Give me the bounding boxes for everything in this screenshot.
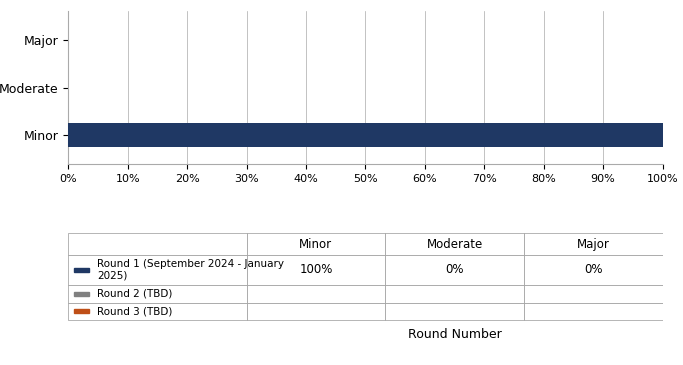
FancyBboxPatch shape (68, 233, 247, 255)
Text: 100%: 100% (299, 264, 333, 276)
FancyBboxPatch shape (68, 285, 247, 303)
FancyBboxPatch shape (247, 255, 385, 285)
FancyBboxPatch shape (247, 303, 385, 320)
Text: Moderate: Moderate (426, 238, 483, 251)
Title: Endovascular Cardiac Valve Replacement and
Supplement Procedure
(DRG 266 & 267): Endovascular Cardiac Valve Replacement a… (152, 0, 579, 1)
Text: Round 3 (TBD): Round 3 (TBD) (98, 306, 173, 316)
Text: Minor: Minor (299, 238, 333, 251)
FancyBboxPatch shape (385, 255, 524, 285)
FancyBboxPatch shape (247, 233, 385, 255)
FancyBboxPatch shape (524, 303, 663, 320)
Bar (74, 268, 89, 272)
FancyBboxPatch shape (68, 303, 247, 320)
FancyBboxPatch shape (385, 303, 524, 320)
Bar (74, 292, 89, 296)
FancyBboxPatch shape (524, 233, 663, 255)
Text: Round 1 (September 2024 - January
2025): Round 1 (September 2024 - January 2025) (98, 259, 284, 281)
FancyBboxPatch shape (68, 255, 247, 285)
FancyBboxPatch shape (385, 285, 524, 303)
Bar (74, 310, 89, 314)
Text: 0%: 0% (584, 264, 602, 276)
FancyBboxPatch shape (524, 255, 663, 285)
Bar (68, 123, 663, 147)
FancyBboxPatch shape (524, 285, 663, 303)
FancyBboxPatch shape (385, 233, 524, 255)
Text: Round Number: Round Number (408, 328, 501, 341)
Text: Round 2 (TBD): Round 2 (TBD) (98, 289, 173, 299)
Text: Major: Major (576, 238, 610, 251)
Text: 0%: 0% (445, 264, 464, 276)
FancyBboxPatch shape (247, 285, 385, 303)
